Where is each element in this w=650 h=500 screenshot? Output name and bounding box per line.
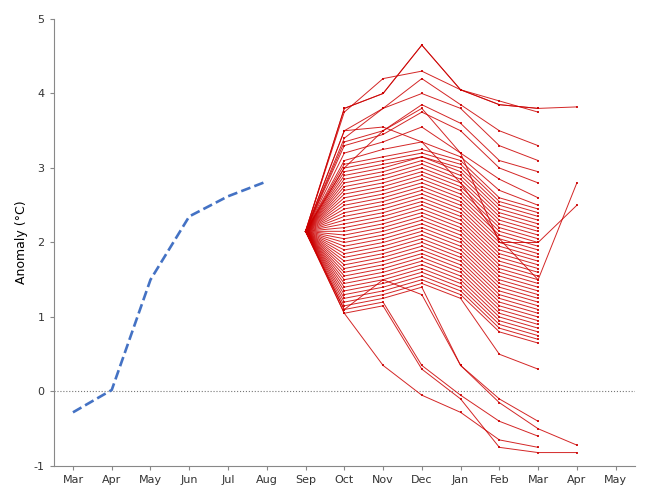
Y-axis label: Anomaly (°C): Anomaly (°C) bbox=[15, 200, 28, 284]
